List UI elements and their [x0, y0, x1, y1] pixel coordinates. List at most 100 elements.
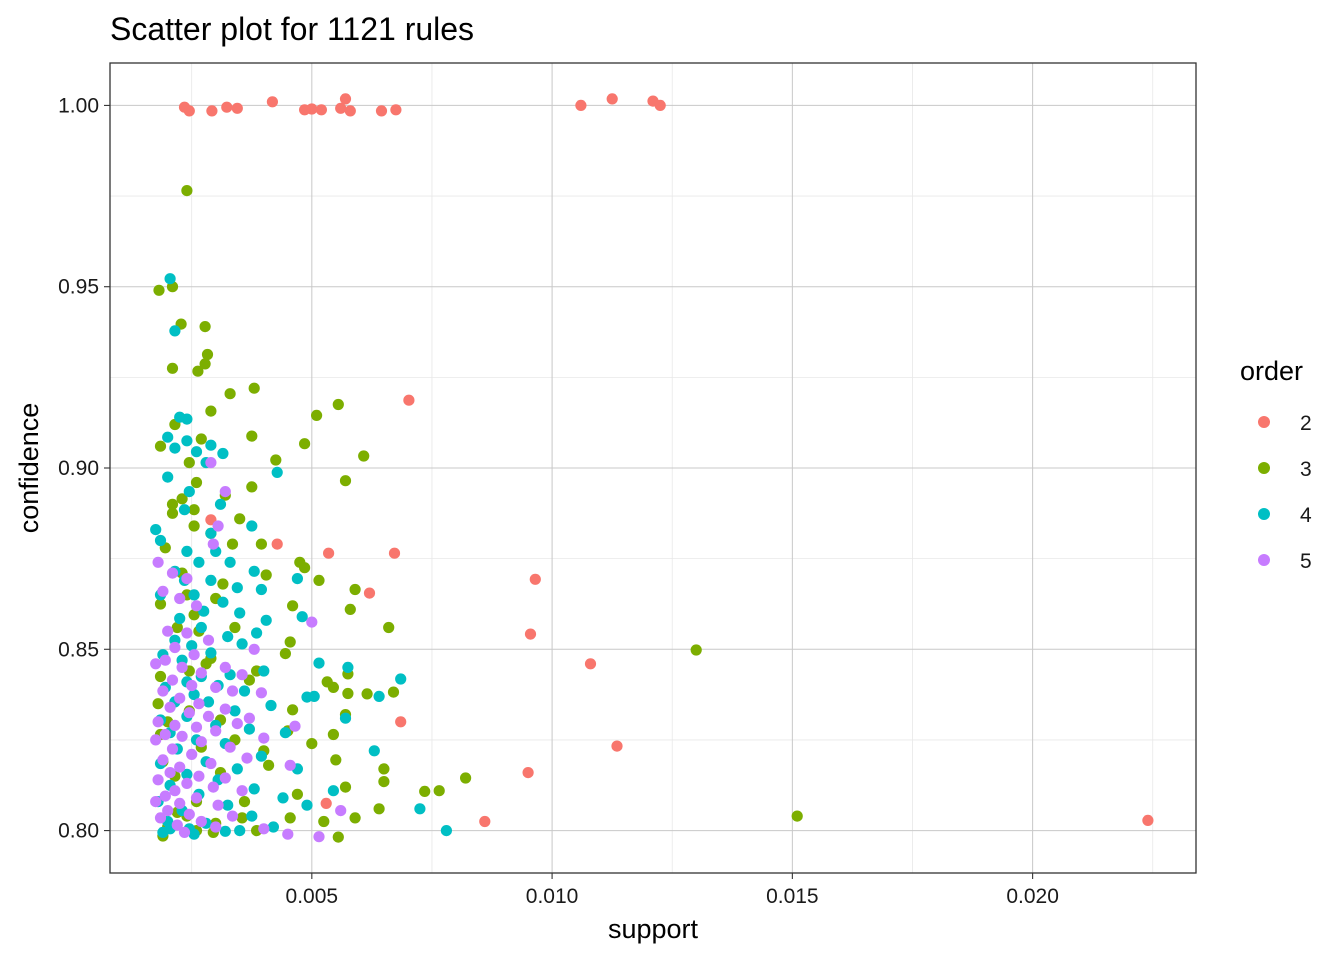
data-point-order-3: [361, 688, 373, 700]
data-point-order-3: [260, 569, 272, 581]
data-point-order-3: [246, 481, 258, 493]
y-tick-label: 0.95: [58, 276, 99, 299]
data-point-order-5: [169, 719, 181, 732]
data-point-order-5: [236, 669, 248, 681]
legend-label-4: 4: [1300, 504, 1312, 527]
data-point-order-2: [606, 93, 618, 105]
data-point-order-3: [291, 788, 303, 800]
y-axis: 0.80 0.85 0.90 0.95 1.00: [58, 94, 110, 843]
data-point-order-2: [266, 96, 278, 108]
legend-key-2: [1258, 416, 1270, 428]
data-point-order-4: [222, 799, 234, 811]
data-point-order-3: [284, 636, 296, 648]
data-point-order-2: [522, 767, 534, 779]
data-point-order-4: [205, 527, 217, 539]
data-point-order-3: [791, 810, 803, 822]
data-point-order-3: [349, 583, 361, 596]
data-point-order-4: [260, 614, 272, 626]
data-point-order-3: [263, 759, 275, 771]
data-point-order-2: [320, 797, 332, 810]
data-point-order-4: [195, 621, 207, 634]
data-point-order-3: [238, 796, 251, 808]
data-point-order-5: [258, 823, 270, 835]
data-point-order-5: [236, 785, 248, 797]
data-point-order-3: [171, 621, 183, 634]
grid: [110, 63, 1196, 873]
data-point-order-3: [419, 785, 431, 798]
data-point-order-2: [524, 628, 537, 640]
data-point-order-5: [181, 777, 193, 790]
data-point-order-3: [195, 433, 207, 445]
data-point-order-5: [169, 785, 181, 797]
data-point-order-4: [157, 826, 169, 839]
data-point-order-3: [217, 578, 229, 590]
data-point-order-4: [231, 582, 243, 594]
data-point-order-5: [174, 797, 186, 810]
data-point-order-3: [188, 504, 200, 516]
data-point-order-2: [315, 104, 327, 116]
data-point-order-5: [152, 774, 164, 786]
data-point-order-4: [217, 447, 229, 460]
data-point-order-5: [248, 643, 260, 655]
data-point-order-2: [654, 99, 666, 111]
data-point-order-3: [460, 772, 472, 784]
data-point-order-5: [231, 718, 243, 730]
data-point-order-3: [183, 457, 195, 469]
data-point-order-4: [186, 640, 198, 652]
data-point-order-3: [199, 358, 211, 370]
data-point-order-4: [395, 673, 407, 685]
data-point-order-3: [152, 698, 164, 710]
legend-label-5: 5: [1300, 550, 1312, 573]
data-point-order-2: [183, 105, 195, 117]
data-point-order-5: [164, 767, 176, 779]
data-point-order-2: [363, 587, 376, 599]
data-point-order-5: [210, 725, 222, 737]
data-point-order-5: [205, 757, 217, 770]
data-point-order-4: [301, 691, 313, 703]
data-point-order-5: [157, 685, 169, 697]
data-point-order-4: [296, 611, 308, 623]
data-point-order-5: [193, 770, 205, 782]
data-point-order-5: [258, 732, 270, 744]
data-point-order-4: [229, 705, 241, 717]
data-point-order-4: [301, 799, 313, 811]
data-point-order-3: [154, 440, 167, 452]
data-point-order-5: [152, 556, 164, 568]
data-point-order-4: [373, 690, 385, 703]
data-point-order-3: [344, 603, 356, 616]
data-point-order-3: [287, 704, 299, 716]
data-point-order-5: [212, 799, 224, 811]
data-point-order-2: [221, 101, 233, 113]
data-point-order-3: [201, 348, 214, 361]
legend-label-3: 3: [1300, 458, 1312, 481]
data-point-order-5: [313, 831, 325, 843]
data-point-order-5: [195, 736, 207, 748]
data-point-order-4: [169, 325, 181, 337]
data-point-order-5: [210, 821, 222, 833]
data-point-order-5: [202, 710, 215, 723]
data-point-order-2: [575, 99, 587, 111]
data-point-order-4: [183, 486, 195, 498]
data-point-order-4: [246, 810, 258, 822]
data-point-order-5: [181, 573, 193, 585]
data-point-order-2: [584, 658, 597, 670]
data-point-order-5: [166, 567, 179, 579]
data-point-order-3: [154, 670, 167, 683]
data-point-order-5: [241, 752, 253, 764]
x-tick-label: 0.015: [766, 885, 819, 908]
data-point-order-4: [238, 685, 251, 697]
data-point-order-3: [378, 776, 390, 788]
data-point-order-5: [176, 661, 188, 674]
data-point-order-4: [236, 638, 248, 650]
data-point-order-4: [255, 583, 267, 596]
data-point-order-5: [150, 796, 162, 808]
data-point-order-3: [229, 621, 241, 634]
legend-label-2: 2: [1300, 412, 1312, 435]
data-point-order-4: [271, 466, 283, 478]
data-point-order-5: [178, 826, 191, 839]
data-point-order-4: [169, 442, 181, 454]
data-point-order-5: [226, 685, 239, 697]
data-point-order-3: [190, 476, 203, 489]
data-point-order-2: [1142, 814, 1154, 827]
